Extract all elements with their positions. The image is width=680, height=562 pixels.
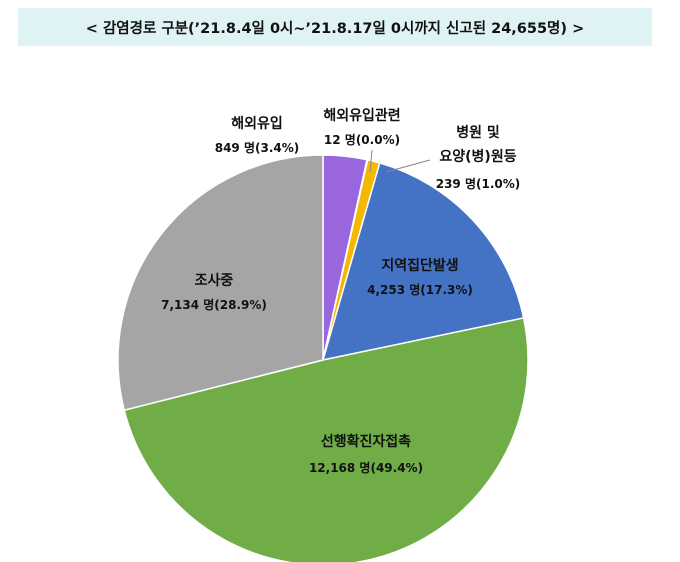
slice-label-value-5: 12,168 명(49.4%)	[309, 461, 423, 475]
slice-label-value-2: 12 명(0.0%)	[324, 133, 400, 147]
slice-label-value-3: 239 명(1.0%)	[436, 177, 521, 191]
slice-label-value-4: 4,253 명(17.3%)	[367, 283, 473, 297]
slice-label-value-1: 849 명(3.4%)	[215, 141, 300, 155]
leader-line-2	[369, 149, 373, 173]
slice-label-name-6: 조사중	[195, 273, 234, 289]
pie-slice-4	[321, 162, 525, 361]
pie-slice-5	[123, 317, 529, 562]
slice-label-name-1: 해외유입	[231, 115, 283, 132]
slice-label-name-3-line-1: 병원 및	[456, 124, 500, 141]
pie-slice-6	[117, 154, 324, 412]
leader-line-3	[385, 159, 431, 173]
slice-label-name-3-line-2: 요양(병)원등	[439, 148, 516, 165]
slice-label-name-2: 해외유입관련	[323, 107, 400, 124]
slice-label-name-4: 지역집단발생	[381, 257, 458, 274]
chart-title: < 감염경로 구분(’21.8.4일 0시~’21.8.17일 0시까지 신고된…	[18, 8, 652, 46]
slice-label-name-5: 선행확진자접촉	[321, 433, 411, 450]
slice-label-value-6: 7,134 명(28.9%)	[161, 298, 267, 312]
